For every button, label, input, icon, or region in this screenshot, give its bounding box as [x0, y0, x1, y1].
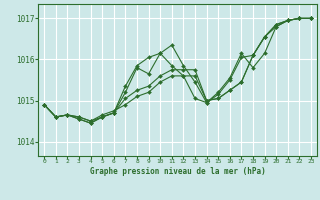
X-axis label: Graphe pression niveau de la mer (hPa): Graphe pression niveau de la mer (hPa)	[90, 167, 266, 176]
